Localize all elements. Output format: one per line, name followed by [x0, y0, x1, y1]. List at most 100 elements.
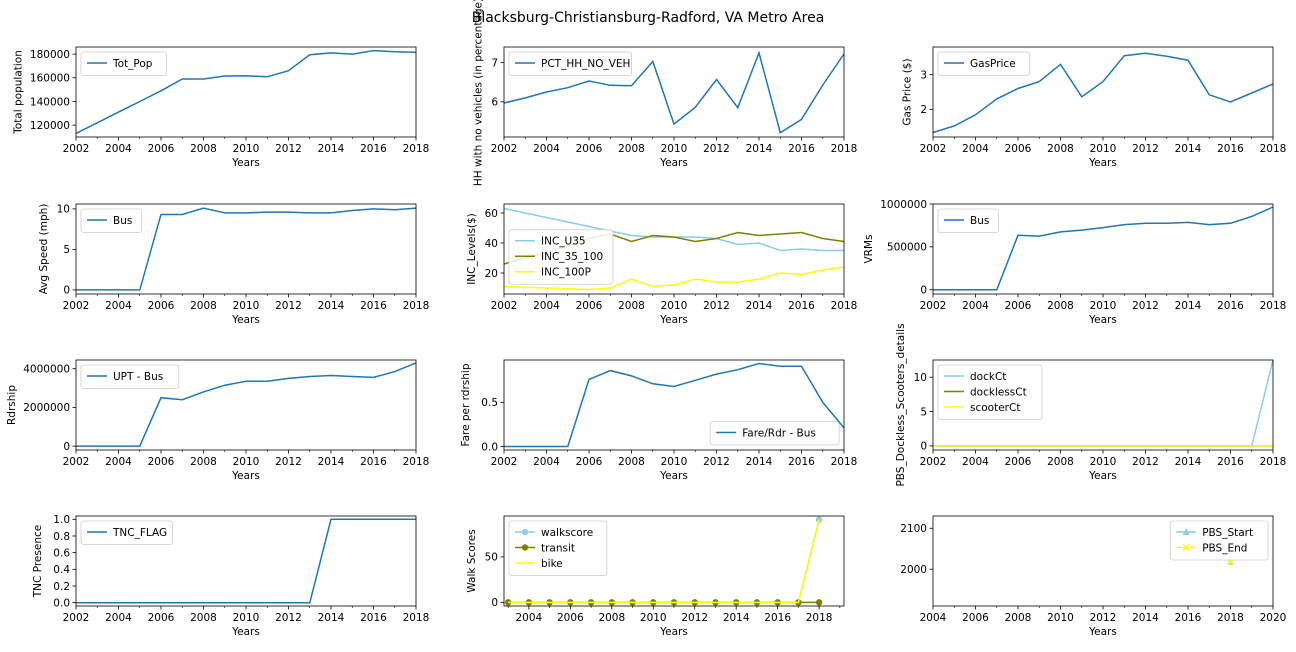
y-tick-label: 1.0: [53, 514, 70, 526]
x-tick-label: 2010: [1090, 456, 1117, 468]
x-tick-label: 2016: [360, 456, 387, 468]
x-tick-label: 2018: [403, 300, 430, 312]
x-tick-label: 2004: [105, 300, 132, 312]
y-tick-label: 4000000: [23, 364, 70, 376]
legend-marker-PBS_Start: [1182, 528, 1190, 535]
y-tick-label: 40: [485, 238, 498, 250]
legend-label: GasPrice: [970, 58, 1016, 70]
chart-panel-11: 2004 2006 2008 2010 2012 2014 2016 2018 0 50 Years…: [466, 515, 845, 638]
x-tick-label: 2006: [1005, 300, 1032, 312]
data-point-transit: [815, 599, 823, 606]
x-tick-label: 2010: [640, 612, 667, 624]
x-tick-label: 2006: [557, 612, 584, 624]
legend-label: Bus: [113, 215, 132, 227]
x-tick-label: 2012: [275, 456, 302, 468]
series-line-Bus: [933, 206, 1274, 291]
series-line-PCT_HH_NO_VEH: [503, 50, 845, 134]
y-tick-label: 2: [920, 104, 927, 116]
x-tick-label: 2004: [962, 143, 989, 155]
chart-panel-7: 2002 2004 2006 2008 2010 2012 2014 2016 2018 0 200…: [6, 359, 429, 482]
series-line-INC_100P: [503, 266, 845, 291]
x-tick-label: 2008: [1005, 612, 1032, 624]
chart-panel-5: 2002 2004 2006 2008 2010 2012 2014 2016 2018 20 40…: [466, 203, 857, 326]
y-tick-label: 180000: [30, 49, 70, 61]
y-axis-label: PBS_Dockless_Scooters_details: [895, 323, 907, 486]
x-tick-label: 2010: [661, 300, 688, 312]
legend: dockCt docklessCt scooterCt: [937, 364, 1043, 420]
x-tick-label: 2002: [920, 300, 947, 312]
series-line-GasPrice: [932, 52, 1274, 134]
x-tick-label: 2018: [806, 612, 833, 624]
series-line-Tot_Pop: [75, 49, 417, 135]
x-tick-label: 2012: [275, 300, 302, 312]
x-tick-label: 2018: [1260, 300, 1287, 312]
x-tick-label: 2018: [403, 143, 430, 155]
y-tick-label: 10: [914, 372, 927, 384]
x-tick-label: 2002: [920, 456, 947, 468]
legend: PCT_HH_NO_VEH: [508, 51, 632, 76]
legend-box: [508, 520, 608, 576]
x-tick-label: 2010: [661, 456, 688, 468]
legend: TNC_FLAG: [80, 520, 173, 545]
legend-label: PCT_HH_NO_VEH: [541, 58, 630, 70]
x-tick-label: 2002: [63, 456, 90, 468]
y-tick-label: 0: [63, 441, 70, 453]
x-tick-label: 2012: [681, 612, 708, 624]
x-tick-label: 2012: [1132, 300, 1159, 312]
y-axis-label: TNC Presence: [32, 525, 44, 598]
y-tick-label: 0.0: [53, 597, 70, 609]
legend: Fare/Rdr - Bus: [709, 421, 840, 446]
y-tick-label: 0.2: [53, 581, 70, 593]
legend-label: INC_100P: [541, 267, 591, 279]
x-tick-label: 2006: [1005, 456, 1032, 468]
legend: walkscore transit bike: [508, 520, 608, 576]
x-tick-label: 2012: [275, 143, 302, 155]
y-tick-label: 60: [485, 208, 498, 220]
legend: PBS_Start PBS_End: [1169, 520, 1269, 561]
y-tick-label: 10: [57, 204, 70, 216]
x-tick-label: 2016: [1217, 456, 1244, 468]
legend-box: [1169, 520, 1269, 561]
x-tick-label: 2018: [831, 456, 858, 468]
x-tick-label: 2012: [275, 612, 302, 624]
legend-label: PBS_Start: [1202, 527, 1253, 539]
x-tick-label: 2014: [723, 612, 750, 624]
x-tick-label: 2008: [618, 143, 645, 155]
series-line-TNC_FLAG: [76, 518, 416, 604]
x-tick-label: 2014: [746, 456, 773, 468]
chart-panel-10: 2002 2004 2006 2008 2010 2012 2014 2016 2018 0.0 0…: [32, 514, 430, 638]
x-tick-label: 2004: [962, 300, 989, 312]
x-tick-label: 2014: [1175, 456, 1202, 468]
x-tick-label: 2016: [360, 143, 387, 155]
x-axis-label: Years: [1088, 626, 1117, 638]
legend-label: Fare/Rdr - Bus: [742, 427, 816, 439]
legend: INC_U35 INC_35_100 INC_100P: [508, 229, 614, 285]
x-tick-label: 2010: [233, 143, 260, 155]
x-tick-label: 2004: [516, 612, 543, 624]
x-tick-label: 2016: [1217, 300, 1244, 312]
legend: Bus: [80, 208, 142, 233]
x-axis-label: Years: [231, 470, 260, 482]
x-tick-label: 2008: [190, 612, 217, 624]
x-axis-label: Years: [1088, 314, 1117, 326]
x-tick-label: 2016: [788, 300, 815, 312]
legend-label: transit: [541, 542, 575, 554]
legend: Tot_Pop: [80, 51, 167, 76]
x-tick-label: 2010: [1090, 143, 1117, 155]
x-tick-label: 2006: [576, 456, 603, 468]
x-tick-label: 2004: [962, 456, 989, 468]
chart-panel-3: 2002 2004 2006 2008 2010 2012 2014 2016 2018 2 3 Ye…: [902, 46, 1286, 169]
y-axis-label: Gas Price ($): [902, 58, 914, 125]
x-tick-label: 2004: [920, 612, 947, 624]
figure-title: Blacksburg-Christiansburg-Radford, VA Me…: [471, 10, 825, 26]
y-tick-label: 3: [920, 69, 927, 81]
y-tick-label: 500000: [887, 242, 927, 254]
x-tick-label: 2012: [703, 300, 730, 312]
y-tick-label: 7: [491, 57, 498, 69]
x-tick-label: 2018: [403, 612, 430, 624]
x-tick-label: 2006: [1005, 143, 1032, 155]
x-tick-label: 2014: [1132, 612, 1159, 624]
y-axis-label: Walk Scores: [466, 529, 478, 592]
y-tick-label: 0.5: [481, 397, 498, 409]
x-tick-label: 2006: [148, 612, 175, 624]
